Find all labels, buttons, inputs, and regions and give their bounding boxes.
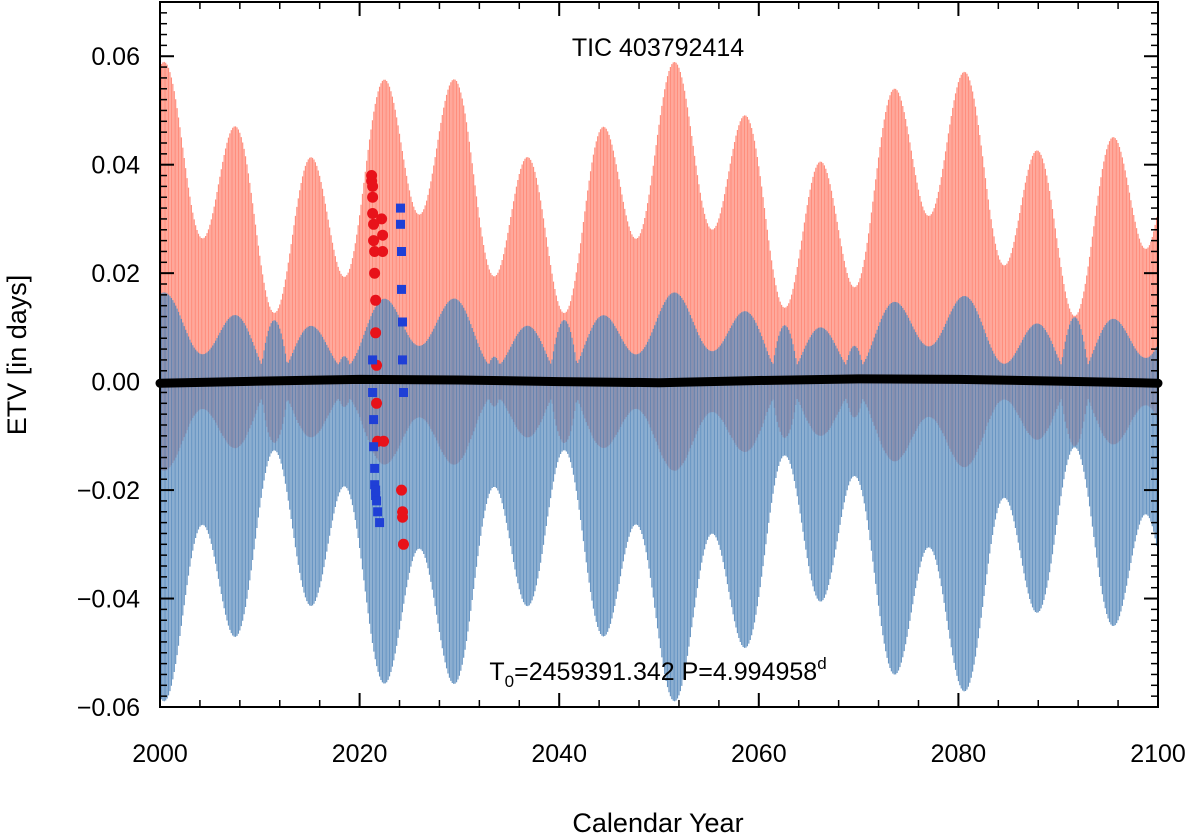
secondary-observed-point [398, 317, 407, 327]
y-tick-label: 0.00 [91, 369, 140, 397]
secondary-observed-point [368, 388, 378, 397]
plot-frame [159, 1, 1159, 708]
primary-observed-point [371, 397, 383, 409]
secondary-observed-point [396, 219, 405, 229]
primary-observed-points [366, 170, 409, 550]
primary-observed-point [376, 213, 388, 225]
y-tick-labels: −0.06 −0.04 −0.02 0.00 0.02 0.04 0.06 [77, 43, 140, 722]
y-tick-label: −0.06 [77, 694, 140, 722]
x-tick-label: 2080 [931, 740, 987, 768]
y-tick-label: −0.04 [77, 586, 140, 614]
secondary-observed-point [368, 355, 378, 365]
x-axis-title: Calendar Year [572, 808, 743, 838]
axis-ticks [159, 1, 1159, 708]
primary-observed-point [370, 327, 382, 339]
secondary-observed-point [397, 284, 406, 294]
x-tick-labels: 2000 2020 2040 2060 2080 2100 [132, 740, 1186, 768]
secondary-observed-point [399, 388, 408, 397]
secondary-observed-point [375, 518, 385, 528]
y-tick-label: 0.04 [91, 152, 140, 180]
x-tick-label: 2060 [731, 740, 787, 768]
ephemeris-annotation: T0=2459391.342 P=4.994958d [489, 654, 826, 691]
secondary-observed-point [371, 491, 381, 500]
primary-observed-point [377, 246, 389, 257]
t0-value: =2459391.342 [514, 658, 675, 686]
secondary-observed-point [398, 355, 407, 365]
y-axis-title: ETV [in days] [2, 275, 32, 436]
primary-observed-point [397, 511, 408, 523]
chart-title: TIC 403792414 [572, 34, 744, 62]
primary-observed-point [369, 246, 381, 257]
primary-observed-point [369, 267, 381, 279]
primary-observed-point [377, 229, 389, 241]
y-tick-label: −0.02 [77, 477, 140, 505]
x-tick-label: 2100 [1130, 740, 1186, 768]
ltte-line [155, 374, 1163, 388]
primary-observed-point [367, 208, 379, 219]
secondary-observed-point [372, 496, 382, 506]
y-tick-label: 0.02 [91, 260, 140, 288]
secondary-observed-point [373, 507, 383, 517]
primary-observed-point [396, 484, 407, 496]
t0-subscript: 0 [505, 672, 514, 691]
primary-observed-point [370, 294, 382, 306]
secondary-observed-point [369, 415, 379, 425]
primary-observed-point [378, 435, 390, 447]
secondary-observed-point [370, 463, 380, 473]
primary-observed-point [368, 218, 380, 230]
y-tick-label: 0.06 [91, 43, 140, 71]
primary-observed-point [398, 538, 409, 550]
secondary-observed-point [369, 442, 379, 452]
primary-observed-point [367, 180, 379, 192]
secondary-observed-point [397, 247, 406, 256]
x-tick-label: 2000 [132, 740, 188, 768]
secondary-observed-point [371, 485, 381, 495]
period-value: P=4.994958 [675, 658, 818, 686]
secondary-observed-points [368, 203, 408, 528]
period-superscript: d [817, 654, 826, 673]
x-tick-label: 2020 [332, 740, 388, 768]
primary-observed-point [368, 235, 380, 247]
primary-observed-point [367, 191, 379, 203]
ltte-curve [155, 374, 1163, 388]
x-tick-label: 2040 [531, 740, 587, 768]
secondary-observed-point [370, 480, 380, 490]
t0-label: T [489, 658, 504, 686]
secondary-observed-point [396, 203, 405, 213]
